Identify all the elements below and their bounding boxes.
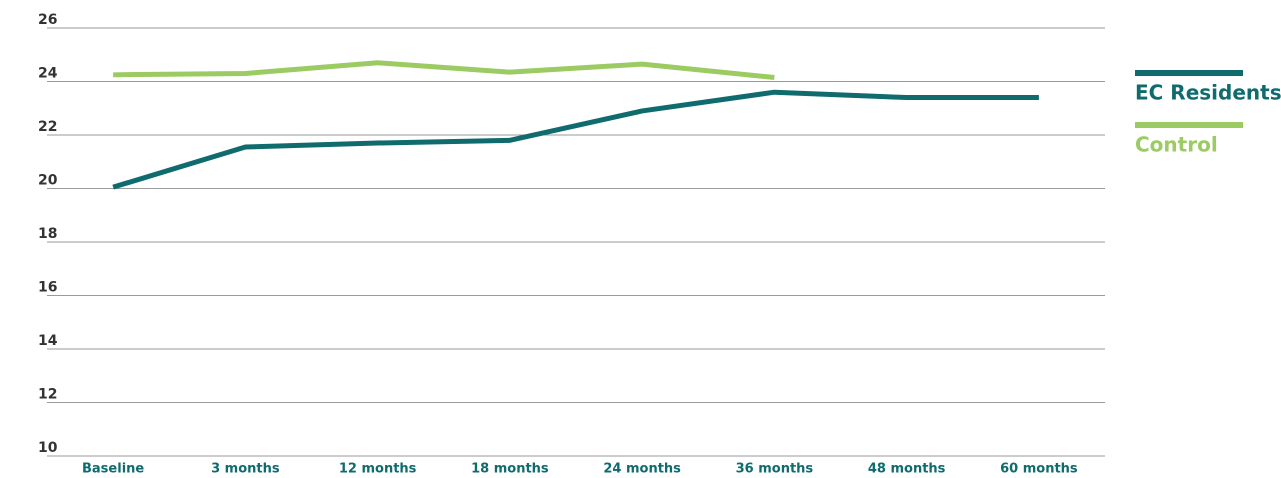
series-line bbox=[112, 89, 1039, 190]
y-tick-label: 18 bbox=[38, 226, 57, 242]
x-tick-label: 24 months bbox=[603, 462, 681, 477]
x-tick-label: 3 months bbox=[211, 462, 280, 477]
y-tick-label: 26 bbox=[38, 12, 57, 28]
x-tick-label: 60 months bbox=[1000, 462, 1078, 477]
series-line bbox=[113, 60, 775, 80]
x-tick-label: Baseline bbox=[82, 462, 144, 477]
legend-label: EC Residents bbox=[1135, 81, 1281, 105]
y-tick-label: 24 bbox=[38, 66, 58, 82]
y-tick-label: 22 bbox=[38, 119, 57, 135]
y-tick-label: 14 bbox=[38, 333, 58, 349]
y-tick-label: 10 bbox=[38, 440, 58, 456]
x-tick-label: 48 months bbox=[868, 462, 946, 477]
legend-label: Control bbox=[1135, 133, 1218, 157]
x-tick-label: 36 months bbox=[736, 462, 814, 477]
x-tick-label: 18 months bbox=[471, 462, 549, 477]
y-tick-label: 20 bbox=[38, 173, 58, 189]
y-tick-label: 16 bbox=[38, 280, 57, 296]
x-tick-label: 12 months bbox=[339, 462, 417, 477]
y-tick-label: 12 bbox=[38, 387, 57, 403]
